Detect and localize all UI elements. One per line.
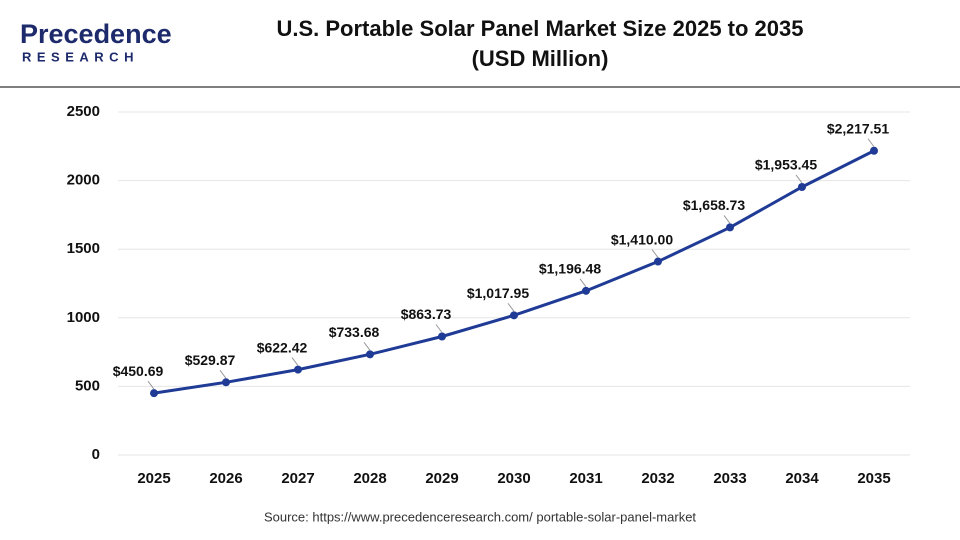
data-label: $733.68: [329, 324, 380, 340]
logo-name: Precedence: [20, 19, 172, 49]
data-label: $450.69: [113, 363, 164, 379]
label-leader: [795, 174, 803, 184]
x-tick-label: 2032: [641, 470, 674, 487]
data-point: [582, 286, 590, 295]
logo-tagline: RESEARCH: [22, 49, 139, 64]
y-tick-label: 1500: [67, 240, 100, 257]
data-label: $1,953.45: [755, 157, 817, 173]
chart-subtitle: (USD Million): [472, 46, 609, 71]
data-label: $1,196.48: [539, 261, 601, 277]
data-point: [870, 146, 878, 155]
data-point: [222, 378, 230, 387]
x-tick-label: 2029: [425, 470, 458, 487]
label-leader: [723, 215, 731, 224]
label-leader: [651, 249, 659, 258]
data-point: [726, 223, 734, 232]
label-leader: [435, 324, 443, 333]
data-point: [798, 182, 806, 191]
data-label: $529.87: [185, 352, 236, 368]
x-tick-label: 2034: [785, 470, 819, 487]
label-leader: [147, 380, 155, 390]
data-point: [150, 389, 158, 398]
data-point: [654, 257, 662, 266]
label-leader: [507, 303, 515, 312]
x-tick-label: 2033: [713, 470, 746, 487]
x-tick-label: 2030: [497, 470, 530, 487]
data-label: $2,217.51: [827, 120, 889, 136]
label-leader: [291, 357, 299, 366]
data-label: $1,410.00: [611, 231, 673, 247]
y-tick-label: 500: [75, 377, 100, 394]
x-tick-label: 2028: [353, 470, 386, 487]
label-leader: [219, 370, 227, 379]
data-label: $1,017.95: [467, 285, 529, 301]
label-leader: [867, 138, 875, 148]
data-point: [438, 332, 446, 341]
x-tick-label: 2027: [281, 470, 314, 487]
y-tick-label: 2500: [67, 103, 100, 120]
x-tick-label: 2031: [569, 470, 602, 487]
label-leader: [579, 278, 587, 288]
y-tick-label: 0: [92, 446, 100, 463]
data-point: [510, 311, 518, 320]
data-point: [294, 365, 302, 374]
y-tick-label: 2000: [67, 172, 100, 189]
source-note: Source: https://www.precedenceresearch.c…: [264, 509, 696, 524]
x-tick-label: 2026: [209, 470, 242, 487]
data-label: $1,658.73: [683, 197, 745, 213]
data-point: [366, 350, 374, 359]
data-label: $622.42: [257, 339, 308, 355]
y-tick-label: 1000: [67, 309, 100, 326]
label-leader: [363, 342, 371, 351]
data-label: $863.73: [401, 306, 452, 322]
chart-title: U.S. Portable Solar Panel Market Size 20…: [276, 16, 803, 41]
x-tick-label: 2025: [137, 470, 170, 487]
x-tick-label: 2035: [857, 470, 890, 487]
